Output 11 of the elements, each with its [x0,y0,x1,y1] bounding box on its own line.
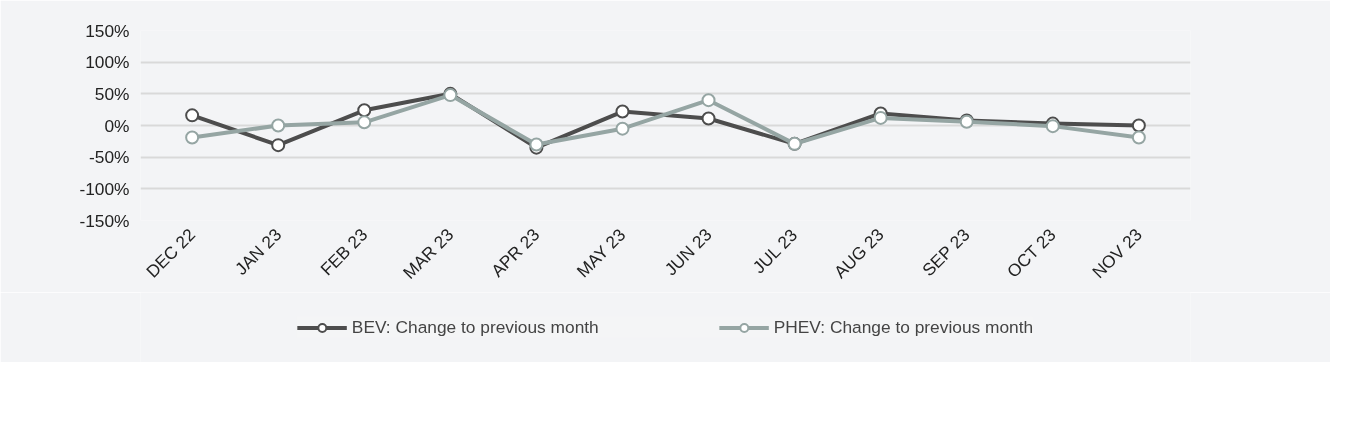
x-tick-label: JUL 23 [748,224,802,278]
legend-label: BEV: Change to previous month [351,316,599,338]
y-tick-label: 150% [85,20,130,41]
x-tick-label: FEB 23 [316,224,372,280]
y-tick-label: -50% [89,147,130,168]
legend-label: PHEV: Change to previous month [773,316,1034,338]
y-tick-label: 50% [94,83,130,104]
y-tick-label: -150% [79,210,130,231]
y-tick-label: 100% [85,52,130,73]
y-tick-label: -100% [79,178,130,199]
y-tick-label: 0% [104,115,130,136]
